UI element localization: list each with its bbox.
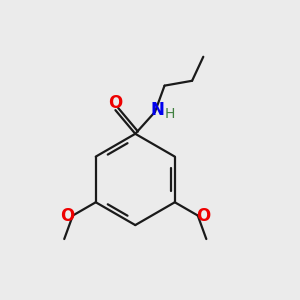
Text: N: N — [150, 100, 164, 118]
Text: O: O — [108, 94, 122, 112]
Text: H: H — [165, 107, 175, 121]
Text: O: O — [60, 206, 75, 224]
Text: O: O — [196, 206, 210, 224]
